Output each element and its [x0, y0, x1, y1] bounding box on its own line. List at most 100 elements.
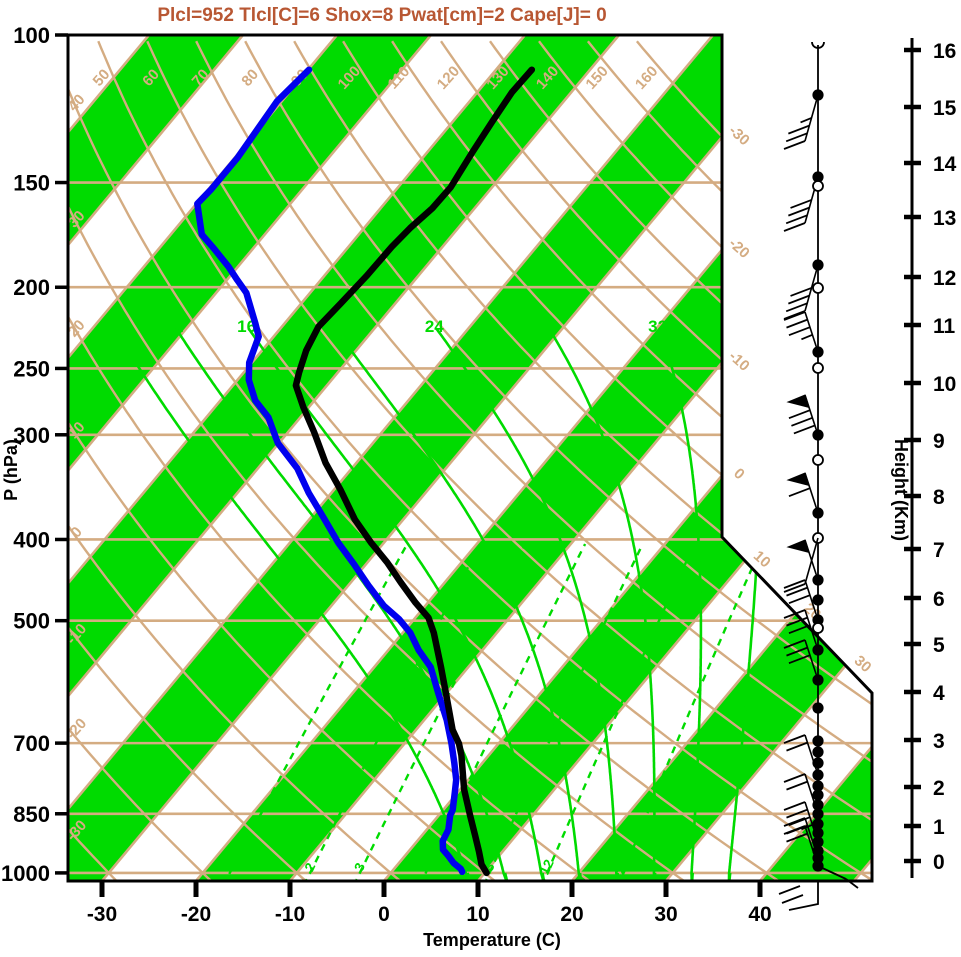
height-tick-label: 0	[933, 851, 945, 874]
barb-feather	[788, 624, 811, 635]
isotherm-right-label: -10	[725, 348, 752, 375]
barb-stem	[804, 639, 819, 681]
height-tick-label: 8	[933, 486, 945, 509]
pressure-axis-label: P (hPa)	[1, 439, 21, 501]
isotherm-line	[68, 35, 244, 881]
barb-feather	[783, 801, 806, 811]
barb-feather	[791, 416, 813, 427]
mixing-ratio-label: 12	[537, 857, 557, 877]
barb-level-circle	[812, 282, 824, 294]
barb-level-dot	[812, 735, 824, 747]
barb-feather	[786, 616, 808, 627]
plot-border	[66, 33, 874, 883]
barb-feather	[783, 817, 806, 827]
barb-feather	[785, 302, 808, 313]
barb-level-dot	[812, 702, 824, 714]
barb-feather	[786, 646, 808, 657]
isotherm-line	[68, 35, 526, 881]
pressure-tick-label: 250	[13, 356, 50, 381]
pressure-tick-label: 850	[13, 802, 50, 827]
barb-stem	[804, 579, 819, 621]
temperature-tick-label: 0	[378, 903, 390, 926]
barb-feather	[788, 206, 810, 217]
mixing-ratio-line	[616, 543, 764, 881]
barb-stem	[804, 801, 819, 843]
height-tick-label: 1	[933, 816, 945, 839]
barb-feather	[788, 654, 811, 665]
barb-stem	[804, 773, 819, 815]
barb-feather	[783, 222, 806, 232]
barb-feather	[786, 780, 808, 791]
temperature-tick-label: 30	[654, 903, 677, 926]
height-tick-label: 3	[933, 730, 945, 753]
height-tick-label: 13	[933, 207, 956, 230]
moist-adiabat-label: 12	[165, 317, 184, 336]
dry-adiabat-line	[68, 41, 217, 881]
isotherm-line	[571, 35, 872, 881]
barb-level-circle	[812, 454, 824, 466]
moist-adiabat-label: 16	[237, 317, 256, 336]
barb-level-circle	[812, 362, 824, 374]
dry-adiabat-line	[586, 40, 872, 881]
barb-feather	[790, 287, 812, 297]
moist-adiabat-label: 32	[648, 317, 667, 336]
barb-feather	[783, 773, 806, 783]
barb-feather	[788, 124, 810, 135]
barb-level-dot	[812, 594, 824, 606]
green-band	[572, 35, 872, 881]
moist-adiabat-line	[247, 327, 546, 881]
mixing-ratio-line	[482, 543, 644, 881]
isotherm-line	[68, 35, 714, 881]
green-band	[68, 35, 619, 881]
height-tick-label: 16	[933, 40, 956, 63]
isotherm-right-label: 0	[730, 465, 748, 483]
height-axis-label: Height (Km)	[891, 439, 911, 541]
barb-level-circle	[812, 622, 824, 634]
height-tick-label: 14	[933, 153, 957, 176]
plot-frame	[66, 33, 874, 883]
sounding-curves	[194, 66, 536, 877]
barb-level-dot	[812, 789, 824, 801]
pressure-tick-label: 100	[13, 23, 50, 48]
isotherm-line	[101, 35, 808, 881]
height-tick-label: 5	[933, 634, 945, 657]
height-tick-label: 10	[933, 373, 956, 396]
height-tick-label: 6	[933, 588, 945, 611]
moist-adiabat-line	[547, 327, 657, 881]
dry-adiabat-line	[342, 40, 872, 881]
barb-pennant	[786, 394, 810, 409]
barb-level-dot	[812, 818, 824, 830]
barb-feather	[786, 741, 808, 752]
dry-adiabat-line	[489, 40, 872, 881]
barb-pennant	[786, 539, 810, 554]
barb-feather	[783, 311, 806, 321]
height-tick-label: 15	[933, 97, 957, 120]
barb-level-dot	[812, 780, 824, 792]
dry-adiabat-line	[68, 40, 502, 881]
temperature-tick-label: 40	[748, 903, 771, 926]
barb-stem	[804, 311, 819, 353]
dewpoint-curve	[194, 66, 466, 876]
barb-feather	[793, 424, 816, 435]
moist-adiabat-line	[658, 328, 703, 881]
mixing-ratio-line	[352, 543, 527, 881]
temperature-tick-label: -30	[87, 903, 117, 926]
barb-feather	[788, 816, 811, 827]
pressure-tick-label: 1000	[1, 861, 50, 886]
dry-adiabat-line	[68, 40, 787, 881]
temperature-tick-label: 10	[466, 903, 489, 926]
dry-adiabat-line	[68, 40, 312, 881]
green-band	[68, 35, 431, 881]
barb-top-arc	[811, 41, 825, 49]
mixing-ratio-line	[222, 543, 409, 881]
mixing-ratio-line	[418, 543, 587, 881]
dry-adiabat-line	[68, 40, 407, 881]
barb-feather	[786, 832, 808, 843]
pressure-tick-label: 400	[13, 527, 50, 552]
wind-barb-column	[778, 41, 859, 911]
height-tick-label: 4	[933, 682, 945, 705]
isotherm-line	[665, 35, 872, 881]
barb-half-feather	[801, 333, 813, 341]
pressure-tick-label: 300	[13, 423, 50, 448]
dry-adiabat-line	[68, 40, 692, 881]
